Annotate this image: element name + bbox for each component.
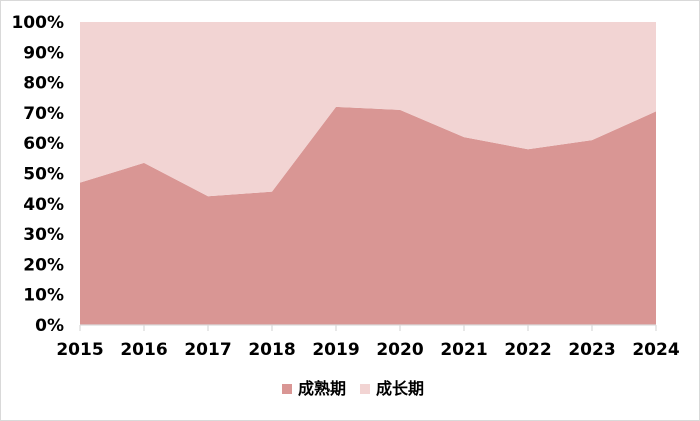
x-tick-label: 2017 bbox=[184, 340, 231, 360]
legend-label: 成长期 bbox=[376, 379, 424, 398]
x-tick-label: 2016 bbox=[120, 340, 167, 360]
x-tick-label: 2024 bbox=[632, 340, 679, 360]
y-tick-label: 30% bbox=[23, 225, 64, 245]
y-tick-label: 80% bbox=[23, 74, 64, 94]
area-series-2 bbox=[80, 22, 656, 197]
legend-label: 成熟期 bbox=[298, 379, 346, 398]
y-tick-label: 50% bbox=[23, 165, 64, 185]
x-tick-label: 2022 bbox=[504, 340, 551, 360]
axes bbox=[79, 324, 657, 331]
y-axis-tick-labels: 0% 10% 20% 30% 40% 50% 60% 70% 80% 90% 100% bbox=[11, 13, 64, 336]
x-tick-label: 2019 bbox=[312, 340, 359, 360]
legend: 成熟期 成长期 bbox=[282, 379, 424, 398]
y-tick-label: 60% bbox=[23, 134, 64, 154]
legend-swatch bbox=[282, 384, 292, 394]
y-tick-label: 70% bbox=[23, 104, 64, 124]
legend-item-1: 成熟期 bbox=[282, 379, 346, 398]
y-tick-label: 40% bbox=[23, 195, 64, 215]
x-tick-label: 2021 bbox=[440, 340, 487, 360]
y-tick-label: 20% bbox=[23, 255, 64, 275]
x-tick-label: 2020 bbox=[376, 340, 423, 360]
y-tick-label: 100% bbox=[11, 13, 64, 33]
plot-area bbox=[80, 22, 656, 325]
x-tick-label: 2023 bbox=[568, 340, 615, 360]
legend-swatch bbox=[360, 384, 370, 394]
area-series-1 bbox=[80, 106, 656, 325]
y-tick-label: 90% bbox=[23, 43, 64, 63]
x-tick-label: 2015 bbox=[56, 340, 103, 360]
y-tick-label: 10% bbox=[23, 286, 64, 306]
x-tick-label: 2018 bbox=[248, 340, 295, 360]
y-tick-label: 0% bbox=[35, 316, 64, 336]
x-axis-tick-labels: 2015 2016 2017 2018 2019 2020 2021 2022 2023 2024 bbox=[56, 340, 679, 360]
legend-item-2: 成长期 bbox=[360, 379, 424, 398]
